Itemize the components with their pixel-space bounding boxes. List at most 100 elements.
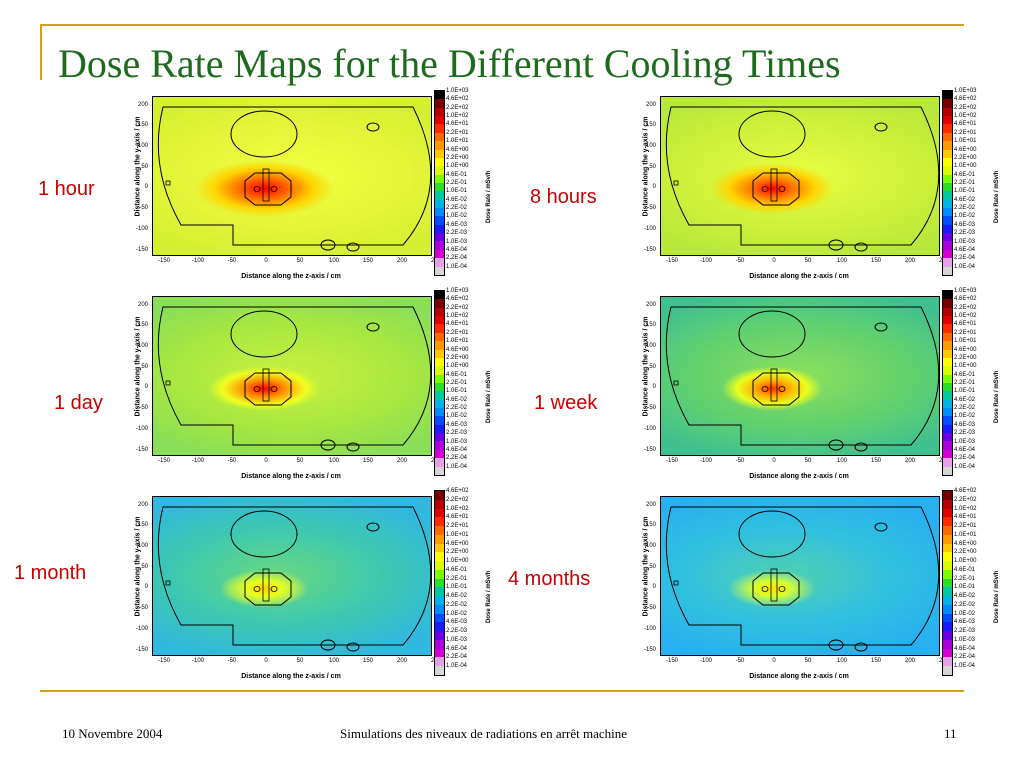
colorbar-tick-label: 4.6E-04 xyxy=(446,645,468,652)
colorbar-tick-label: 4.6E-02 xyxy=(954,196,976,203)
y-tick-label: -150 xyxy=(135,447,148,453)
colorbar-segment xyxy=(943,91,952,100)
x-tick-label: 0 xyxy=(264,658,268,664)
y-tick-label: 200 xyxy=(137,502,148,508)
colorbar-tick-label: 2.2E-01 xyxy=(954,380,976,386)
x-tick-label: -50 xyxy=(227,458,237,464)
y-tick-label: 0 xyxy=(652,384,656,390)
colorbar-segment xyxy=(435,441,444,450)
colorbar-segment xyxy=(943,604,952,614)
footer-date: 10 Novembre 2004 xyxy=(62,726,163,741)
colorbar-segment xyxy=(435,391,444,400)
colorbar: 1.0E+03 4.6E+02 2.2E+02 1.0E+02 4.6E+01 2.2E+… xyxy=(942,88,1000,278)
x-tick-label: -150 xyxy=(157,458,170,464)
colorbar-unit: Dose Rate / mSv/h xyxy=(486,570,492,623)
x-tick-label: 50 xyxy=(804,658,812,664)
x-tick-label: 50 xyxy=(296,258,304,264)
colorbar-tick-label: 1.0E+03 xyxy=(954,288,977,294)
x-tick-label: -100 xyxy=(191,458,204,464)
colorbar-tick-label: 1.0E-04 xyxy=(446,263,468,270)
colorbar-segment xyxy=(435,141,444,150)
colorbar-tick-label: 1.0E+01 xyxy=(954,531,977,538)
colorbar-tick-label: 2.2E-03 xyxy=(446,230,468,237)
colorbar-segment xyxy=(943,569,952,579)
x-tick-label: 200 xyxy=(904,258,915,264)
y-tick-label: 200 xyxy=(645,502,656,508)
footer-page: 11 xyxy=(944,726,957,741)
colorbar-segment xyxy=(435,657,444,666)
colorbar-tick-label: 2.2E-01 xyxy=(954,180,976,186)
label-4-months: 4 months xyxy=(508,568,591,590)
y-tick-label: -150 xyxy=(643,447,656,453)
y-tick-label: 150 xyxy=(137,122,148,128)
colorbar-tick-label: 1.0E-03 xyxy=(954,636,976,643)
colorbar-segment xyxy=(943,552,952,561)
colorbar-tick-label: 2.2E+01 xyxy=(954,523,977,530)
colorbar-segment xyxy=(943,374,952,383)
x-tick-label: 0 xyxy=(772,658,776,664)
colorbar-tick-label: 1.0E+01 xyxy=(446,338,469,345)
colorbar-segment xyxy=(435,208,444,217)
colorbar-tick-label: 2.2E-03 xyxy=(954,230,976,237)
colorbar-segment xyxy=(435,399,444,409)
y-tick-label: -50 xyxy=(139,205,148,211)
colorbar-segment xyxy=(943,299,952,308)
y-tick-label: 200 xyxy=(645,302,656,308)
colorbar-segment xyxy=(943,657,952,666)
colorbar-segment xyxy=(435,357,444,367)
colorbar-tick-label: 2.2E+00 xyxy=(954,549,977,556)
colorbar-segment xyxy=(943,441,952,450)
y-tick-label: -50 xyxy=(647,405,656,411)
colorbar-tick-label: 2.2E-04 xyxy=(954,255,976,262)
x-tick-label: 50 xyxy=(804,258,812,264)
y-tick-label: -100 xyxy=(135,626,148,632)
y-tick-label: 0 xyxy=(652,584,656,590)
dose-map-1-hour: Distance along the y-axis / cm Distance a… xyxy=(116,88,493,283)
colorbar-tick-label: 2.2E-02 xyxy=(954,601,976,608)
colorbar-segment xyxy=(435,107,444,117)
colorbar-segment xyxy=(943,382,952,392)
colorbar-segment xyxy=(435,324,444,333)
colorbar-segment xyxy=(435,526,444,535)
colorbar-segment xyxy=(435,182,444,192)
colorbar-tick-label: 4.6E+02 xyxy=(446,96,469,103)
colorbar-segment xyxy=(943,639,952,649)
colorbar-tick-label: 4.6E+00 xyxy=(446,346,469,353)
colorbar-tick-label: 4.6E-02 xyxy=(446,196,468,203)
x-tick-label: 0 xyxy=(772,258,776,264)
geometry-outline xyxy=(665,506,939,652)
colorbar-tick-label: 1.0E+01 xyxy=(954,338,977,345)
y-tick-label: 0 xyxy=(144,584,148,590)
y-tick-label: -50 xyxy=(647,605,656,611)
x-tick-label: 200 xyxy=(904,658,915,664)
colorbar-tick-label: 4.6E+02 xyxy=(954,296,977,303)
colorbar-segment xyxy=(435,341,444,350)
colorbar-tick-label: 2.2E+01 xyxy=(446,329,469,336)
colorbar-tick-label: 1.0E+03 xyxy=(446,88,469,94)
colorbar-unit: Dose Rate / mSv/h xyxy=(486,170,492,223)
x-tick-label: 100 xyxy=(328,658,339,664)
colorbar-tick-label: 1.0E-04 xyxy=(446,463,468,470)
y-tick-label: 150 xyxy=(645,122,656,128)
colorbar-tick-label: 1.0E-01 xyxy=(446,584,468,591)
y-tick-label: -150 xyxy=(643,647,656,653)
x-tick-label: -50 xyxy=(735,458,745,464)
colorbar-segment xyxy=(943,458,952,467)
colorbar-tick-label: 2.2E+02 xyxy=(954,304,977,311)
colorbar-tick-label: 1.0E-02 xyxy=(446,610,468,617)
colorbar-tick-label: 2.2E+00 xyxy=(954,354,977,361)
colorbar-segment xyxy=(943,424,952,434)
colorbar-segment xyxy=(435,613,444,623)
y-tick-label: 0 xyxy=(144,384,148,390)
x-tick-label: 100 xyxy=(328,458,339,464)
x-axis-label: Distance along the z-axis / cm xyxy=(241,473,341,480)
y-tick-label: -100 xyxy=(643,426,656,432)
dose-heatmap xyxy=(152,496,432,656)
dose-heatmap xyxy=(660,96,940,256)
colorbar-tick-label: 2.2E-03 xyxy=(954,430,976,437)
colorbar-segment xyxy=(943,491,952,500)
colorbar-tick-label: 1.0E+02 xyxy=(954,313,977,320)
colorbar-tick-label: 1.0E-01 xyxy=(954,584,976,591)
colorbar-segment xyxy=(435,424,444,434)
colorbar-segment xyxy=(943,116,952,125)
